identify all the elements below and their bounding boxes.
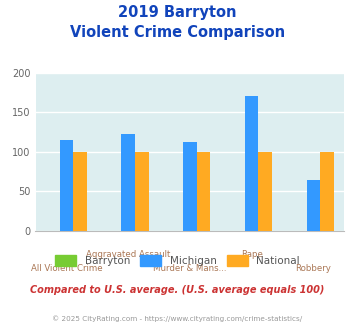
Text: © 2025 CityRating.com - https://www.cityrating.com/crime-statistics/: © 2025 CityRating.com - https://www.city… <box>53 315 302 322</box>
Bar <box>121 134 135 231</box>
Text: 2019 Barryton: 2019 Barryton <box>118 5 237 20</box>
Bar <box>183 142 197 231</box>
Bar <box>197 152 210 231</box>
Text: Murder & Mans...: Murder & Mans... <box>153 264 227 273</box>
Bar <box>60 140 73 231</box>
Bar <box>307 180 320 231</box>
Text: All Violent Crime: All Violent Crime <box>31 264 102 273</box>
Bar <box>258 152 272 231</box>
Bar <box>245 96 258 231</box>
Text: Violent Crime Comparison: Violent Crime Comparison <box>70 25 285 40</box>
Bar <box>320 152 334 231</box>
Bar <box>73 152 87 231</box>
Bar <box>135 152 148 231</box>
Text: Rape: Rape <box>241 250 263 259</box>
Text: Robbery: Robbery <box>295 264 332 273</box>
Legend: Barryton, Michigan, National: Barryton, Michigan, National <box>51 251 304 270</box>
Text: Aggravated Assault: Aggravated Assault <box>86 250 170 259</box>
Text: Compared to U.S. average. (U.S. average equals 100): Compared to U.S. average. (U.S. average … <box>30 285 325 295</box>
